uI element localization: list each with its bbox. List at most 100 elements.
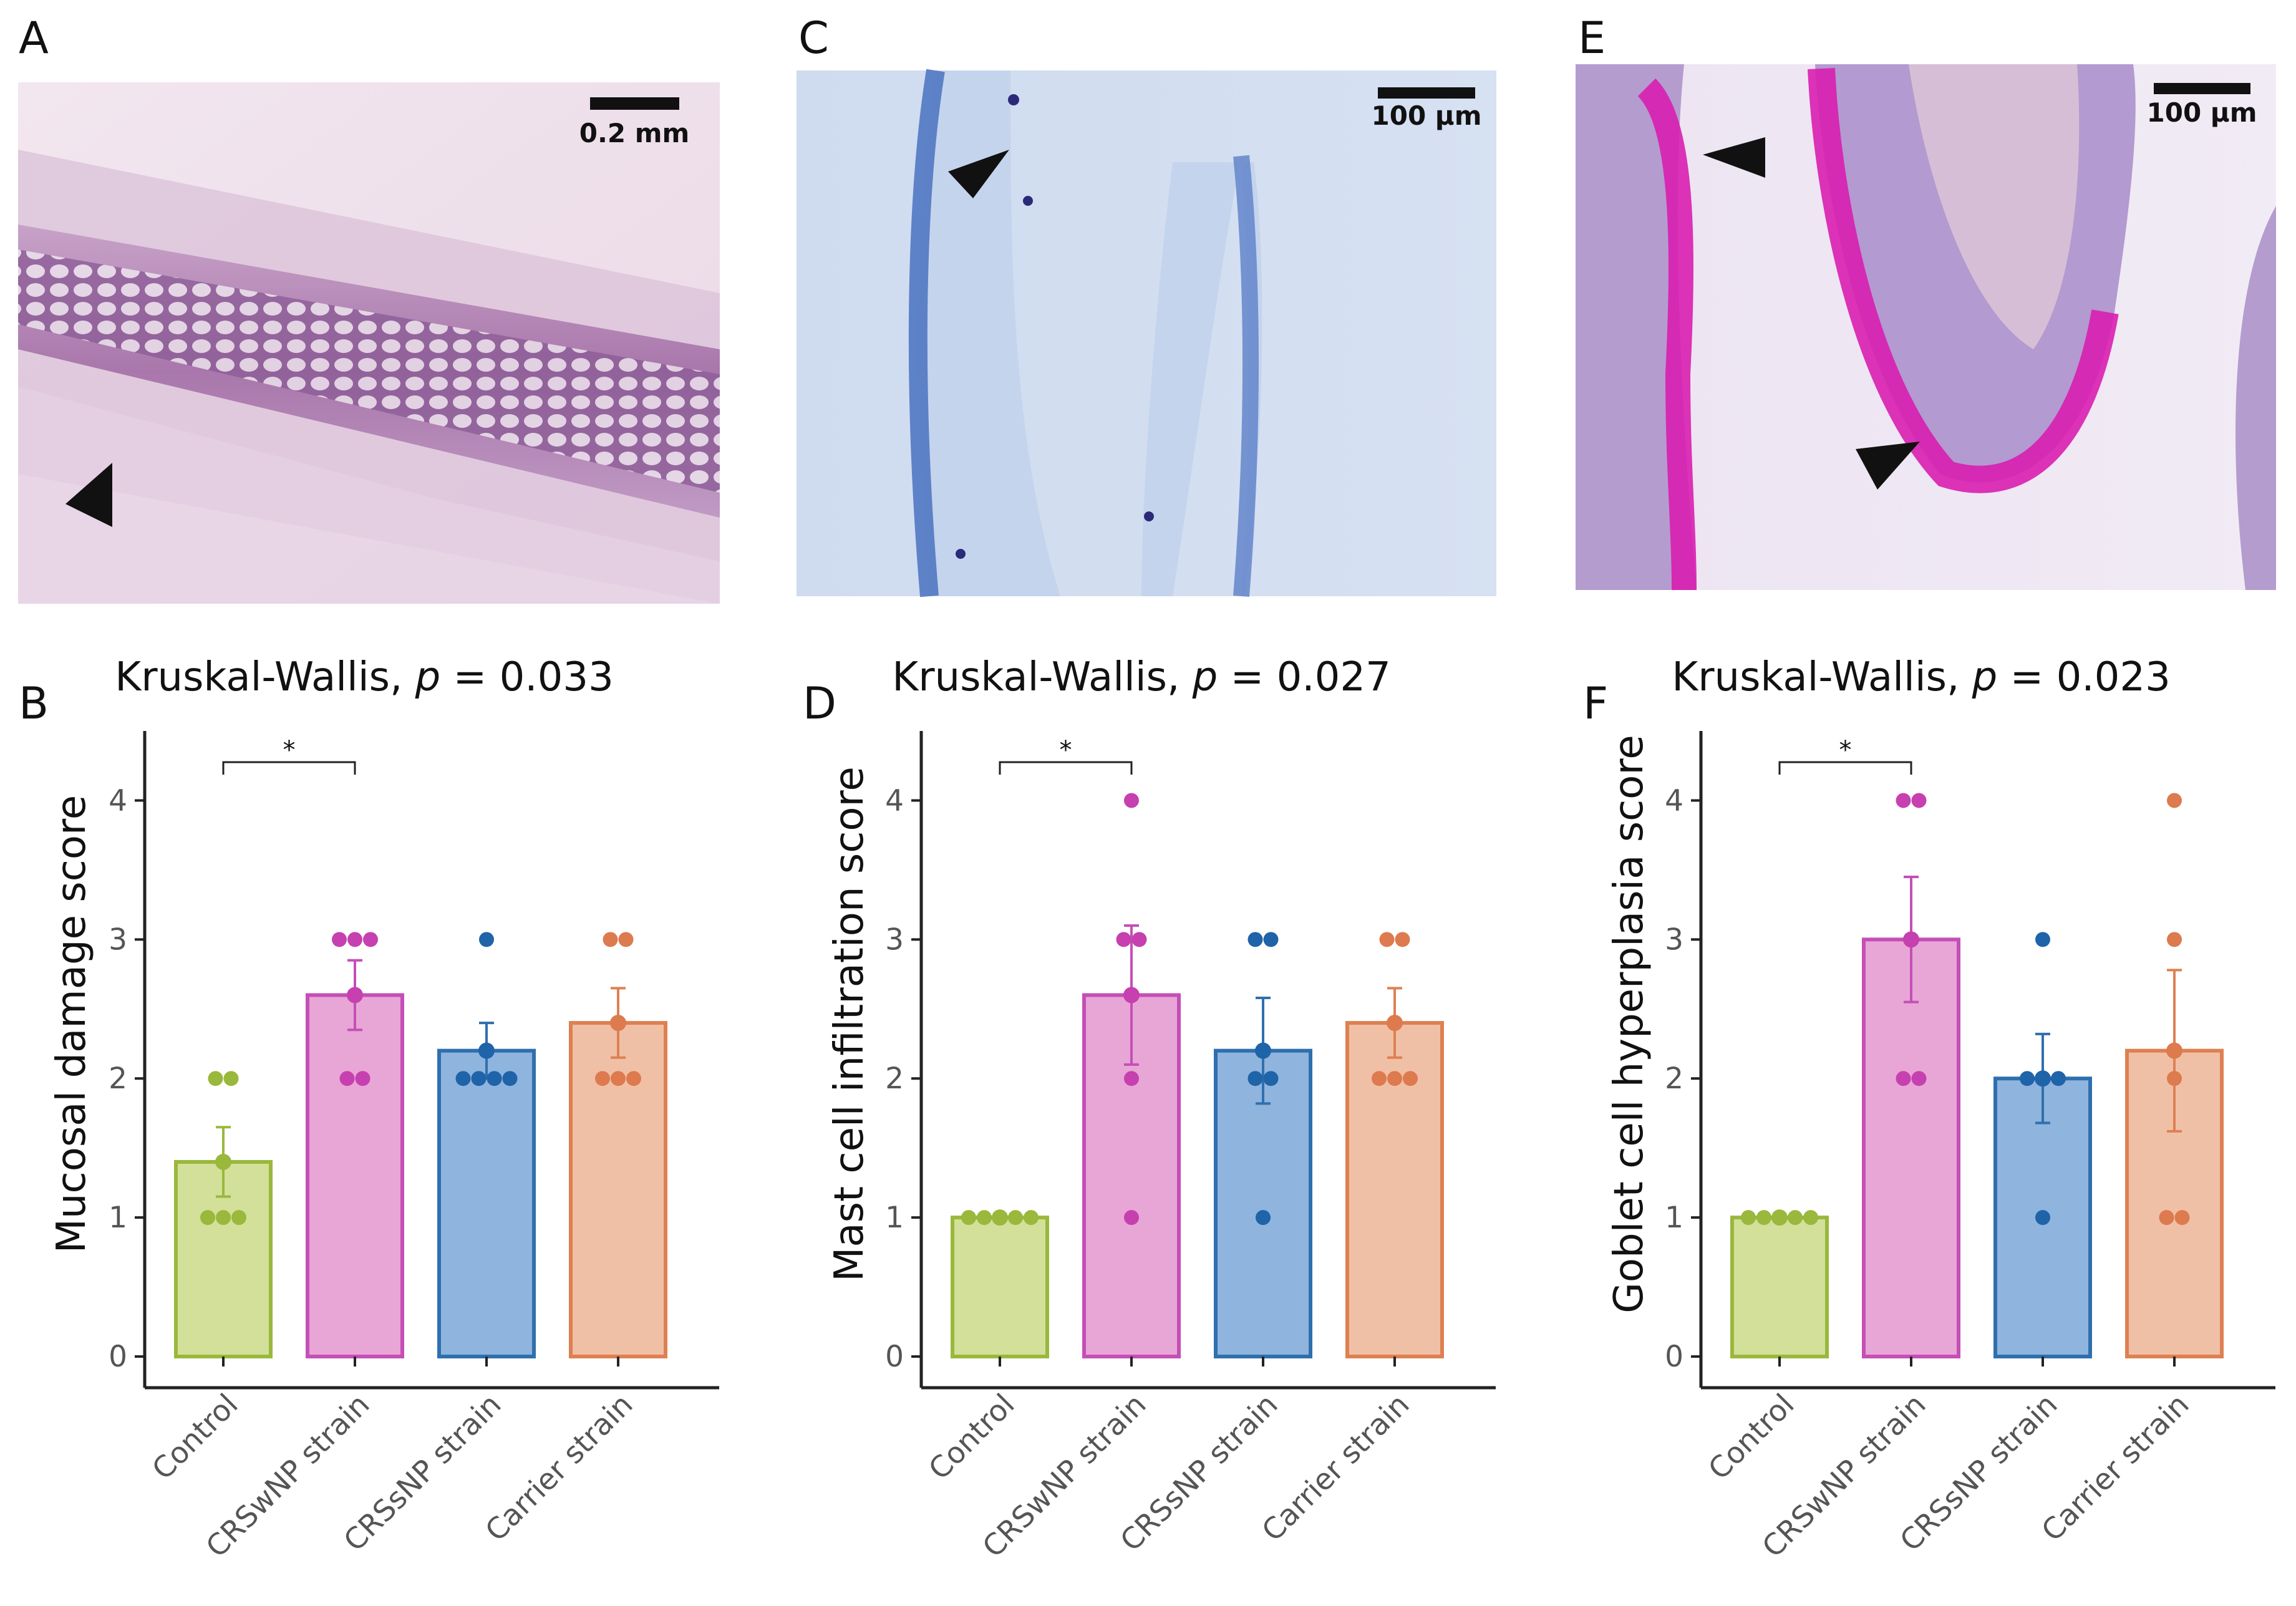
y-axis-label: Goblet cell hyperplasia score [1606, 735, 1652, 1313]
data-point [1247, 1071, 1263, 1086]
y-axis-label: Mast cell infiltration score [826, 767, 873, 1282]
y-tick-label: 4 [885, 783, 904, 818]
x-tick-label: Control [145, 1388, 245, 1487]
mean-point [1255, 1042, 1271, 1059]
data-point [1256, 1210, 1271, 1226]
data-point [603, 932, 618, 947]
micrograph-a-chondrocytes [18, 249, 720, 493]
significance-bracket [222, 761, 356, 775]
mast-cell [1008, 94, 1019, 105]
significance-bracket [1778, 761, 1912, 775]
scale-bar-label: 100 µm [1372, 100, 1482, 131]
mean-point [478, 1042, 495, 1059]
y-tick-label: 1 [109, 1201, 127, 1235]
data-point [1911, 1071, 1927, 1086]
panel-letter-e: E [1578, 12, 1606, 64]
data-point [1403, 1071, 1418, 1086]
mean-point [1903, 931, 1919, 948]
data-point [208, 1071, 223, 1086]
data-point [961, 1210, 976, 1226]
data-point [595, 1071, 610, 1086]
x-tick-label: Control [1702, 1388, 1801, 1487]
data-point [1896, 793, 1911, 808]
significance-label: * [1060, 736, 1072, 765]
data-point [2035, 1210, 2050, 1226]
mast-cell [1023, 196, 1033, 206]
data-point [2159, 1210, 2174, 1226]
data-point [1756, 1210, 1771, 1226]
mean-point [347, 987, 363, 1004]
micrograph-c-epithelium-left [908, 69, 945, 597]
data-point [1263, 932, 1279, 947]
y-tick-label: 3 [1665, 922, 1683, 957]
y-tick-label: 1 [885, 1201, 904, 1235]
data-point [1911, 793, 1927, 808]
data-point [355, 1071, 371, 1086]
y-tick-label: 0 [109, 1340, 127, 1374]
data-point [611, 1071, 626, 1086]
mean-point [1123, 987, 1140, 1004]
data-point [2167, 793, 2182, 808]
panel-letter-b: B [19, 678, 49, 729]
mast-cell [956, 549, 966, 559]
data-point [339, 1071, 355, 1086]
data-point [1788, 1210, 1803, 1226]
data-point [223, 1071, 239, 1086]
significance-label: * [1839, 736, 1852, 765]
panel-letter-a: A [19, 12, 49, 64]
scale-bar [1378, 87, 1475, 99]
chart-title: Kruskal-Wallis, p = 0.033 [115, 654, 614, 700]
data-point [479, 932, 494, 947]
mean-point [1387, 1015, 1403, 1032]
y-tick-label: 4 [109, 783, 127, 818]
scale-bar [590, 97, 679, 110]
bar [437, 1048, 536, 1358]
chart-panel-f: F Kruskal-Wallis, p = 0.023 Goblet cell … [1583, 654, 2275, 1564]
y-tick-label: 1 [1665, 1201, 1683, 1235]
micrograph-e-tissue-right [2235, 206, 2276, 590]
scale-bar-label: 100 µm [2147, 97, 2257, 128]
chart-panel-d: D Kruskal-Wallis, p = 0.027 Mast cell in… [803, 654, 1496, 1564]
data-point [1379, 932, 1395, 947]
x-tick-label: Control [922, 1388, 1021, 1487]
arrowhead-icon [1856, 442, 1920, 490]
micrograph-panel-a: A 0.2 mm [18, 12, 720, 604]
y-tick-label: 0 [1665, 1340, 1683, 1374]
y-tick-label: 3 [109, 922, 127, 957]
scale-bar-label: 0.2 mm [579, 118, 690, 148]
data-point [332, 932, 347, 947]
y-tick-label: 0 [885, 1340, 904, 1374]
arrowhead-icon [948, 150, 1009, 198]
mean-point [1771, 1209, 1788, 1226]
arrowhead-icon [1703, 137, 1765, 178]
y-tick-label: 2 [109, 1062, 127, 1096]
data-point [1024, 1210, 1039, 1226]
data-point [1372, 1071, 1387, 1086]
data-point [1741, 1210, 1756, 1226]
data-point [2051, 1071, 2066, 1086]
micrograph-a-mucosa [18, 387, 720, 604]
mean-point [992, 1209, 1008, 1226]
micrograph-e-goblet-layer-left [1637, 78, 1697, 591]
y-tick-label: 2 [1665, 1062, 1683, 1096]
data-point [502, 1071, 518, 1086]
data-point [618, 932, 634, 947]
y-tick-label: 2 [885, 1062, 904, 1096]
micrograph-panel-e: E 100 µm [1576, 12, 2276, 591]
data-point [977, 1210, 992, 1226]
micrograph-e-stroma [1909, 64, 2080, 349]
y-tick-label: 4 [1665, 783, 1683, 818]
chart-panel-b: B Kruskal-Wallis, p = 0.033 Mucosal dama… [19, 654, 719, 1564]
data-point [1124, 1071, 1139, 1086]
data-point [2020, 1071, 2035, 1086]
data-point [1896, 1071, 1911, 1086]
panel-letter-c: C [798, 12, 829, 64]
data-point [347, 932, 362, 947]
data-point [2035, 932, 2050, 947]
data-point [1124, 793, 1139, 808]
data-point [2174, 1210, 2190, 1226]
bar [951, 1216, 1049, 1358]
data-point [1263, 1071, 1279, 1086]
mast-cell [1144, 511, 1154, 521]
